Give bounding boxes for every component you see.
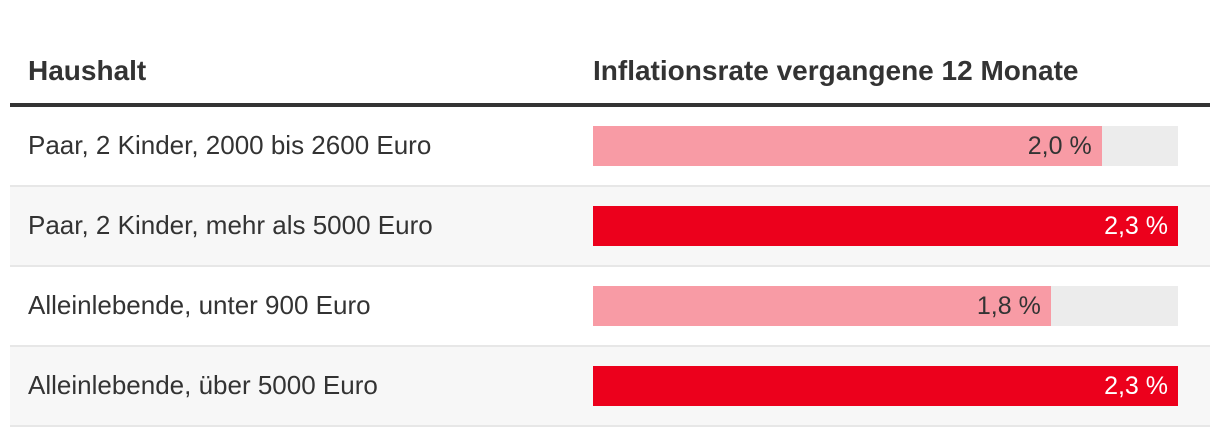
bar-track: 2,3 % — [593, 366, 1178, 406]
bar-fill: 2,3 % — [593, 206, 1178, 246]
bar-cell: 1,8 % — [593, 286, 1210, 326]
column-header-inflationsrate: Inflationsrate vergangene 12 Monate — [593, 55, 1079, 87]
table-header: Haushalt Inflationsrate vergangene 12 Mo… — [10, 0, 1210, 107]
table-row: Alleinlebende, über 5000 Euro 2,3 % — [10, 347, 1210, 427]
bar-track: 2,3 % — [593, 206, 1178, 246]
table-row: Alleinlebende, unter 900 Euro 1,8 % — [10, 267, 1210, 347]
bar-value-label: 2,0 % — [1027, 131, 1092, 160]
bar-value-label: 1,8 % — [976, 291, 1041, 320]
bar-value-label: 2,3 % — [1104, 371, 1168, 400]
bar-fill: 1,8 % — [593, 286, 1051, 326]
table-row: Paar, 2 Kinder, 2000 bis 2600 Euro 2,0 % — [10, 107, 1210, 187]
bar-fill: 2,0 % — [593, 126, 1102, 166]
bar-value-label: 2,3 % — [1104, 211, 1168, 240]
household-label: Alleinlebende, unter 900 Euro — [28, 290, 371, 321]
household-label: Paar, 2 Kinder, mehr als 5000 Euro — [28, 210, 433, 241]
bar-track: 1,8 % — [593, 286, 1178, 326]
household-label: Paar, 2 Kinder, 2000 bis 2600 Euro — [28, 130, 432, 161]
bar-cell: 2,3 % — [593, 366, 1210, 406]
table-row: Paar, 2 Kinder, mehr als 5000 Euro 2,3 % — [10, 187, 1210, 267]
column-header-haushalt: Haushalt — [28, 55, 147, 87]
bar-fill: 2,3 % — [593, 366, 1178, 406]
bar-cell: 2,0 % — [593, 126, 1210, 166]
content-wrapper: Haushalt Inflationsrate vergangene 12 Mo… — [10, 0, 1210, 427]
bar-cell: 2,3 % — [593, 206, 1210, 246]
bar-track: 2,0 % — [593, 126, 1178, 166]
household-label: Alleinlebende, über 5000 Euro — [28, 370, 378, 401]
